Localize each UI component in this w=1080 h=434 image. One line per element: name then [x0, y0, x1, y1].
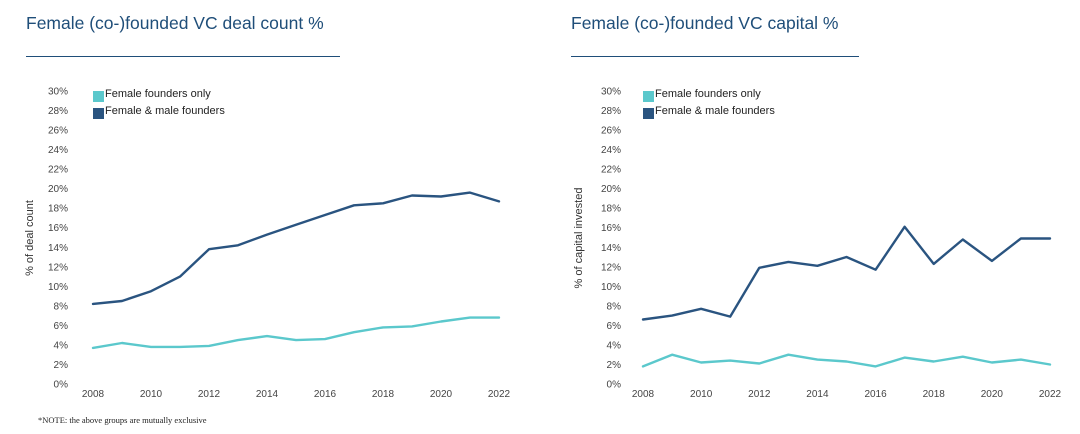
y-tick-label: 30%	[48, 87, 68, 98]
y-tick-label: 2%	[607, 360, 622, 371]
y-tick-label: 28%	[48, 106, 68, 117]
capital-panel: Female (co-)founded VC capital % 0% 2% 4% 6…	[540, 0, 1080, 434]
y-tick-label: 10%	[48, 282, 68, 293]
series-line-female-only	[91, 316, 501, 350]
y-tick-label: 20%	[48, 184, 68, 195]
legend-swatch	[643, 108, 654, 119]
y-tick-label: 12%	[48, 262, 68, 273]
x-tick-label: 2018	[372, 389, 395, 400]
y-tick-label: 14%	[601, 243, 621, 254]
x-tick-label: 2016	[864, 389, 887, 400]
y-tick-label: 4%	[607, 340, 622, 351]
capital-chart: 0% 2% 4% 6% 8% 10% 12% 14% 16% 18% 20% 22% 24% 26% 28%…	[573, 87, 1062, 401]
footnote: *NOTE: the above groups are mutually exc…	[38, 415, 207, 425]
x-tick-label: 2012	[198, 389, 221, 400]
x-tick-label: 2010	[690, 389, 713, 400]
y-tick-label: 26%	[601, 126, 621, 137]
y-axis-label: % of deal count	[24, 200, 36, 276]
legend-label: Female & male founders	[105, 105, 225, 117]
series-line-female-male	[91, 191, 501, 306]
y-tick-label: 16%	[601, 223, 621, 234]
y-tick-label: 0%	[607, 380, 622, 391]
x-tick-label: 2018	[923, 389, 946, 400]
y-tick-label: 8%	[54, 301, 69, 312]
y-tick-label: 22%	[48, 165, 68, 176]
y-tick-label: 26%	[48, 126, 68, 137]
x-tick-label: 2022	[1039, 389, 1062, 400]
x-tick-label: 2020	[430, 389, 453, 400]
legend-swatch	[93, 91, 104, 102]
y-tick-label: 14%	[48, 243, 68, 254]
y-tick-label: 22%	[601, 165, 621, 176]
title-underline	[571, 56, 859, 57]
series-line-female-only	[641, 353, 1052, 368]
y-tick-label: 0%	[54, 380, 69, 391]
y-tick-label: 30%	[601, 87, 621, 98]
deal-count-panel: Female (co-)founded VC deal count % 0% 2%…	[24, 13, 511, 401]
chart-title: Female (co-)founded VC deal count %	[26, 13, 324, 33]
legend-label: Female founders only	[655, 88, 761, 100]
x-tick-label: 2022	[488, 389, 511, 400]
legend-label: Female & male founders	[655, 105, 775, 117]
y-tick-label: 6%	[54, 321, 69, 332]
y-tick-label: 12%	[601, 262, 621, 273]
y-tick-label: 24%	[48, 145, 68, 156]
chart-title: Female (co-)founded VC capital %	[571, 13, 839, 33]
y-tick-label: 18%	[601, 204, 621, 215]
y-tick-label: 2%	[54, 360, 69, 371]
y-tick-label: 6%	[607, 321, 622, 332]
x-tick-label: 2012	[748, 389, 771, 400]
series-line-female-male	[641, 225, 1052, 321]
y-axis-label: % of capital invested	[573, 188, 585, 289]
y-tick-label: 24%	[601, 145, 621, 156]
legend-swatch	[643, 91, 654, 102]
x-tick-label: 2008	[82, 389, 105, 400]
x-tick-label: 2020	[981, 389, 1004, 400]
y-tick-label: 4%	[54, 340, 69, 351]
x-tick-label: 2016	[314, 389, 337, 400]
legend-label: Female founders only	[105, 88, 211, 100]
y-tick-label: 28%	[601, 106, 621, 117]
x-tick-label: 2014	[806, 389, 829, 400]
y-tick-label: 16%	[48, 223, 68, 234]
y-tick-label: 8%	[607, 301, 622, 312]
title-underline	[26, 56, 340, 57]
deal-count-chart: 0% 2% 4% 6% 8% 10% 12% 14% 16% 18% 20% 22% 24% 26% 28%…	[24, 87, 511, 401]
y-tick-label: 10%	[601, 282, 621, 293]
x-tick-label: 2014	[256, 389, 279, 400]
y-tick-label: 18%	[48, 204, 68, 215]
y-tick-label: 20%	[601, 184, 621, 195]
x-tick-label: 2008	[632, 389, 655, 400]
x-tick-label: 2010	[140, 389, 163, 400]
legend-swatch	[93, 108, 104, 119]
